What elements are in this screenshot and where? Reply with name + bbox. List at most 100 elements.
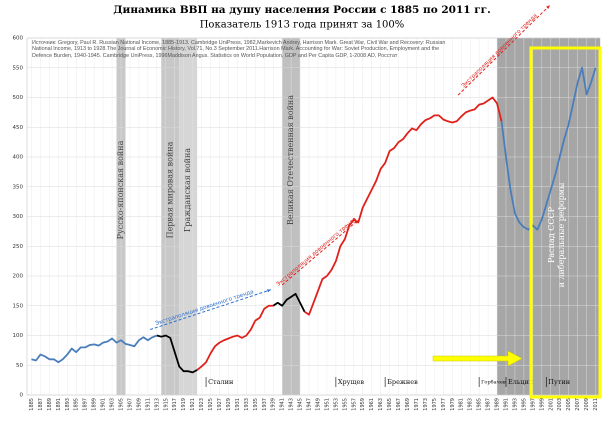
x-tick-label: 1977 bbox=[441, 398, 447, 411]
highlight-box bbox=[529, 46, 602, 399]
y-tick-label: 100 bbox=[13, 333, 24, 339]
x-tick-label: 1885 bbox=[29, 398, 35, 411]
band-label: Гражданская война bbox=[183, 148, 192, 232]
x-tick-label: 1993 bbox=[512, 398, 518, 411]
data-line bbox=[304, 96, 503, 316]
y-tick-label: 350 bbox=[13, 184, 24, 190]
x-tick-label: 1923 bbox=[199, 398, 205, 411]
x-tick-label: 1963 bbox=[378, 398, 384, 411]
y-tick-label: 50 bbox=[16, 363, 23, 369]
x-tick-label: 1927 bbox=[217, 398, 223, 411]
x-tick-label: 1933 bbox=[244, 398, 250, 411]
x-tick-label: 1893 bbox=[65, 398, 71, 411]
x-tick-label: 1911 bbox=[145, 398, 151, 411]
data-line bbox=[500, 66, 597, 231]
x-tick-label: 2007 bbox=[575, 398, 581, 411]
x-tick-label: 1939 bbox=[271, 398, 277, 411]
x-tick-label: 1971 bbox=[414, 398, 420, 411]
chart-title: Динамика ВВП на душу населения России с … bbox=[113, 4, 491, 16]
x-tick-label: 1989 bbox=[495, 398, 501, 411]
x-tick-label: 1981 bbox=[459, 398, 465, 411]
x-tick-label: 1999 bbox=[539, 398, 545, 411]
data-line bbox=[272, 292, 306, 313]
x-tick-label: 1895 bbox=[74, 398, 80, 411]
leader-label: Хрущев bbox=[338, 378, 365, 386]
x-tick-label: 1959 bbox=[360, 398, 366, 411]
y-tick-label: 200 bbox=[13, 274, 24, 280]
band-label: Русско-японская война bbox=[116, 140, 125, 239]
x-tick-label: 1935 bbox=[253, 398, 259, 411]
x-tick-label: 2005 bbox=[566, 398, 572, 411]
x-tick-label: 1997 bbox=[530, 398, 536, 411]
x-tick-label: 1897 bbox=[83, 398, 89, 411]
x-tick-label: 1909 bbox=[136, 398, 142, 411]
x-tick-label: 1915 bbox=[163, 398, 169, 411]
leader-label: Сталин bbox=[208, 378, 233, 386]
x-tick-label: 1943 bbox=[289, 398, 295, 411]
trend-arrow bbox=[281, 219, 359, 286]
y-tick-label: 0 bbox=[20, 393, 24, 399]
x-tick-label: 1983 bbox=[468, 398, 474, 411]
leader-label: Ельцин bbox=[508, 378, 533, 386]
x-tick-label: 1937 bbox=[262, 398, 268, 411]
y-tick-label: 550 bbox=[13, 65, 24, 71]
x-tick-label: 1907 bbox=[127, 398, 133, 411]
y-tick-label: 500 bbox=[13, 95, 24, 101]
leader-label: Путин bbox=[548, 378, 570, 386]
y-tick-label: 600 bbox=[13, 36, 24, 42]
x-tick-label: 1979 bbox=[450, 398, 456, 411]
x-tick-label: 1973 bbox=[423, 398, 429, 411]
x-tick-label: 1889 bbox=[47, 398, 53, 411]
x-tick-label: 1953 bbox=[333, 398, 339, 411]
x-tick-label: 1957 bbox=[351, 398, 357, 411]
y-tick-label: 250 bbox=[13, 244, 24, 250]
leader-label: Горбачев bbox=[481, 379, 506, 386]
x-tick-label: 1949 bbox=[315, 398, 321, 411]
x-tick-label: 1941 bbox=[280, 398, 286, 411]
x-tick-label: 1905 bbox=[119, 398, 125, 411]
x-tick-label: 1967 bbox=[396, 398, 402, 411]
x-tick-label: 1969 bbox=[405, 398, 411, 411]
x-tick-label: 2009 bbox=[584, 398, 590, 411]
y-tick-label: 400 bbox=[13, 155, 24, 161]
highlight-arrow bbox=[432, 350, 523, 367]
x-tick-label: 1955 bbox=[342, 398, 348, 411]
x-tick-label: 1951 bbox=[324, 398, 330, 411]
x-tick-label: 1903 bbox=[110, 398, 116, 411]
x-tick-label: 1961 bbox=[369, 398, 375, 411]
leader-label: Брежнев bbox=[387, 378, 418, 386]
x-tick-label: 1913 bbox=[154, 398, 160, 411]
x-tick-label: 1995 bbox=[521, 398, 527, 411]
highlight-label: Распад СССР bbox=[547, 206, 556, 263]
trend-arrowhead bbox=[266, 289, 271, 293]
y-tick-label: 450 bbox=[13, 125, 24, 131]
x-tick-label: 1931 bbox=[235, 398, 241, 411]
data-line bbox=[196, 304, 274, 371]
x-tick-label: 1945 bbox=[298, 398, 304, 411]
y-tick-label: 150 bbox=[13, 303, 24, 309]
x-tick-label: 2011 bbox=[593, 398, 599, 411]
x-tick-label: 1975 bbox=[432, 398, 438, 411]
x-tick-label: 1921 bbox=[190, 398, 196, 411]
x-tick-label: 1925 bbox=[208, 398, 214, 411]
x-tick-label: 1929 bbox=[226, 398, 232, 411]
x-tick-label: 1917 bbox=[172, 398, 178, 411]
chart-subtitle: Показатель 1913 года принят за 100% bbox=[200, 20, 405, 31]
x-tick-label: 1947 bbox=[307, 398, 313, 411]
x-tick-label: 1987 bbox=[486, 398, 492, 411]
band-label: Первая мировая война bbox=[165, 141, 174, 238]
trend-arrowhead bbox=[546, 5, 550, 9]
x-tick-label: 1901 bbox=[101, 398, 107, 411]
x-tick-label: 1887 bbox=[38, 398, 44, 411]
trend-arrow bbox=[457, 4, 551, 96]
x-tick-label: 2003 bbox=[557, 398, 563, 411]
x-tick-label: 1965 bbox=[387, 398, 393, 411]
x-tick-label: 2001 bbox=[548, 398, 554, 411]
x-tick-label: 1891 bbox=[56, 398, 62, 411]
band-label: Великая Отечественная война bbox=[286, 95, 295, 225]
source-note: Источник: Gregory, Paul R. Russian Natio… bbox=[32, 40, 446, 59]
highlight-label: и либеральные реформы bbox=[557, 182, 566, 287]
x-tick-label: 1985 bbox=[477, 398, 483, 411]
